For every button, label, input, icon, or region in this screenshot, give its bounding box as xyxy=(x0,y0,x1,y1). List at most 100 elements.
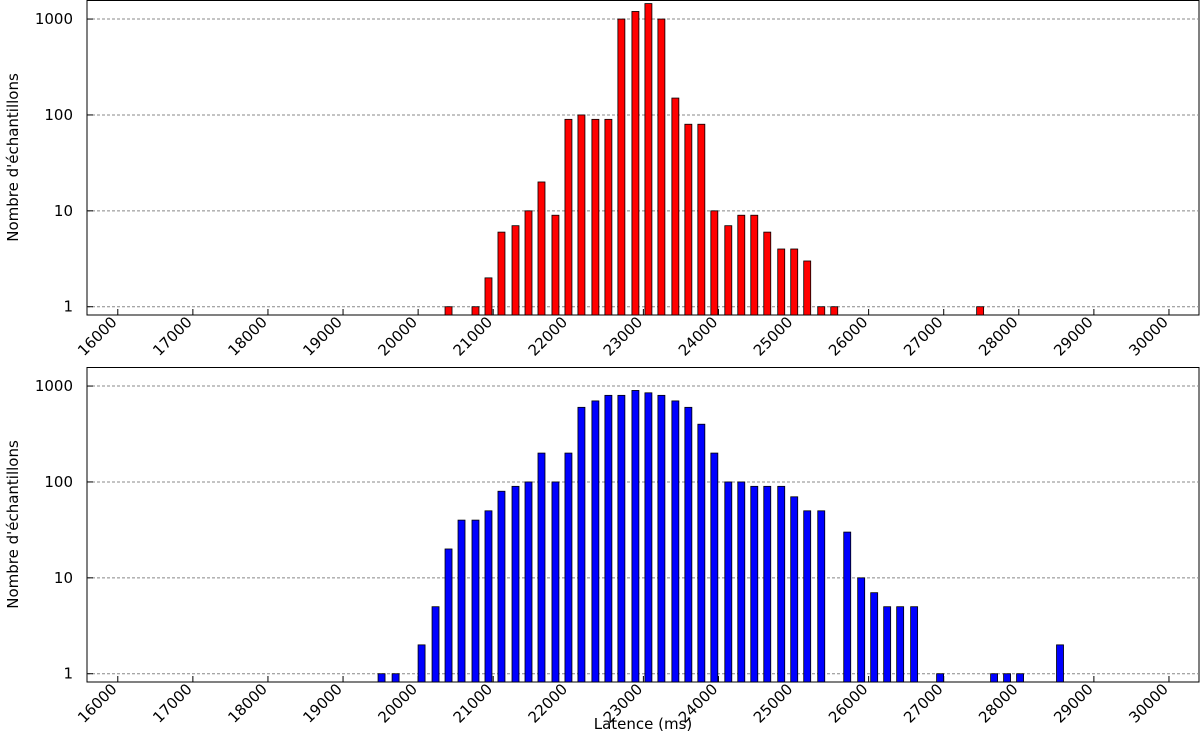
plot-frame xyxy=(86,367,1200,683)
bar xyxy=(843,531,852,683)
x-tick-label: 27000 xyxy=(900,680,946,726)
x-tick-label: 29000 xyxy=(1050,313,1096,359)
bar xyxy=(777,485,786,683)
bar xyxy=(604,394,613,683)
x-tick-label: 25000 xyxy=(750,313,796,359)
bar xyxy=(697,423,706,683)
bar xyxy=(497,490,506,683)
bar xyxy=(710,210,719,316)
bar xyxy=(1016,673,1024,683)
bar xyxy=(604,118,613,316)
y-tick-label: 1 xyxy=(63,298,73,316)
y-tick-label: 100 xyxy=(44,106,73,124)
bar xyxy=(537,452,546,683)
bar xyxy=(671,97,680,316)
bar xyxy=(551,214,560,316)
bar xyxy=(577,406,586,683)
plot-frame xyxy=(86,0,1200,316)
bar xyxy=(591,400,600,683)
x-tick-label: 23000 xyxy=(600,313,646,359)
bar xyxy=(617,394,626,683)
bar xyxy=(710,452,719,683)
bar xyxy=(631,11,640,316)
bar xyxy=(750,214,759,316)
x-tick-label: 26000 xyxy=(825,680,871,726)
bar xyxy=(817,510,826,683)
y-tick-label: 1000 xyxy=(35,10,73,28)
x-tick-label: 30000 xyxy=(1125,313,1171,359)
bar xyxy=(671,400,680,683)
x-tick-label: 16000 xyxy=(74,680,120,726)
bar xyxy=(936,673,945,683)
y-axis-label: Nombre d'échantillons xyxy=(4,440,22,609)
bar xyxy=(524,481,533,683)
bar xyxy=(803,510,812,683)
bar xyxy=(644,392,653,683)
bar xyxy=(777,248,786,316)
x-tick-label: 19000 xyxy=(299,680,345,726)
bar xyxy=(471,306,480,316)
chart: 1 10 100 1000 16000 17000 18000 19000 20000 21000… xyxy=(4,0,1200,360)
bar xyxy=(870,592,879,683)
bar xyxy=(444,548,453,683)
x-tick-label: 18000 xyxy=(224,680,270,726)
bar xyxy=(631,390,640,683)
bar xyxy=(564,118,573,316)
bar xyxy=(551,481,560,683)
y-axis-label: Nombre d'échantillons xyxy=(4,73,22,242)
bar xyxy=(737,481,746,683)
bar xyxy=(697,123,706,316)
x-tick-label: 26000 xyxy=(825,313,871,359)
x-tick-label: 28000 xyxy=(975,313,1021,359)
bar xyxy=(484,510,493,683)
bar xyxy=(910,606,919,683)
bar xyxy=(790,248,799,316)
bar xyxy=(817,306,826,316)
bar xyxy=(537,181,546,316)
bar xyxy=(684,406,693,683)
y-tick-label: 1 xyxy=(63,665,73,683)
bar xyxy=(391,673,400,683)
bar xyxy=(724,481,733,683)
bar xyxy=(803,260,812,316)
chart: 1 10 100 1000 16000 17000 18000 19000 20000 21000… xyxy=(4,367,1200,733)
bar xyxy=(471,519,480,683)
bar xyxy=(511,485,520,683)
bar xyxy=(444,306,453,316)
bar xyxy=(896,606,905,683)
x-tick-label: 19000 xyxy=(299,313,345,359)
x-axis-label: Latence (ms) xyxy=(594,715,693,733)
x-tick-label: 22000 xyxy=(525,680,571,726)
x-tick-label: 25000 xyxy=(750,680,796,726)
bar xyxy=(737,214,746,316)
bar xyxy=(657,394,666,683)
bar xyxy=(750,485,759,683)
x-tick-label: 28000 xyxy=(975,680,1021,726)
y-tick-label: 1000 xyxy=(35,377,73,395)
bar xyxy=(883,606,892,683)
bar xyxy=(724,225,733,316)
bar xyxy=(564,452,573,683)
x-tick-label: 22000 xyxy=(525,313,571,359)
bar xyxy=(1056,644,1064,683)
x-tick-label: 30000 xyxy=(1125,680,1171,726)
x-tick-label: 21000 xyxy=(450,680,496,726)
bar xyxy=(577,114,586,316)
y-tick-label: 100 xyxy=(44,473,73,491)
bar xyxy=(857,577,866,683)
bar xyxy=(1003,673,1011,683)
bar xyxy=(497,231,506,316)
y-tick-label: 10 xyxy=(54,202,73,220)
bar xyxy=(457,519,466,683)
bar xyxy=(524,210,533,316)
bar xyxy=(763,485,772,683)
x-tick-label: 24000 xyxy=(675,313,721,359)
bar xyxy=(484,277,493,316)
bar xyxy=(377,673,386,683)
x-tick-label: 21000 xyxy=(450,313,496,359)
bar xyxy=(617,18,626,316)
bar xyxy=(431,606,440,683)
bar xyxy=(830,306,839,316)
x-tick-label: 16000 xyxy=(74,313,120,359)
